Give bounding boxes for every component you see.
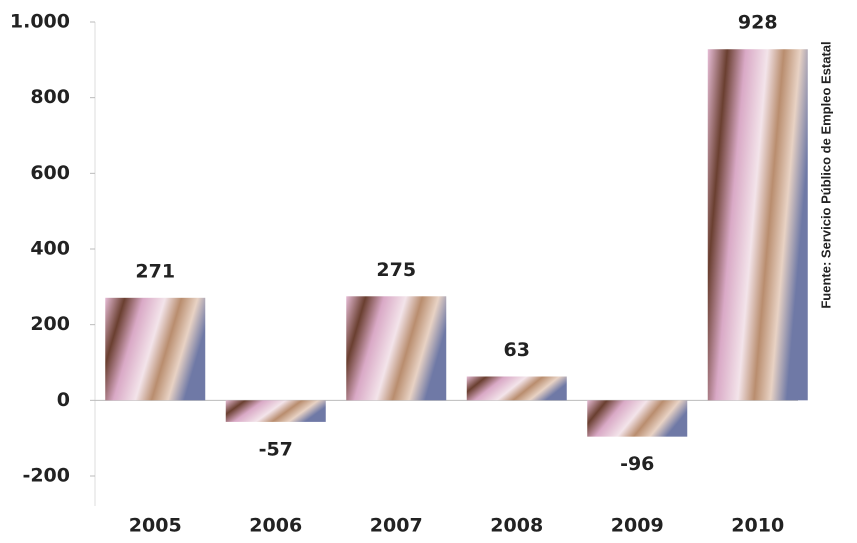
data-label: 928 bbox=[738, 12, 778, 34]
y-tick-label: 0 bbox=[57, 389, 70, 411]
x-tick-label: 2008 bbox=[490, 515, 543, 537]
x-tick-label: 2005 bbox=[129, 515, 182, 537]
data-label: -96 bbox=[620, 453, 654, 475]
x-tick-label: 2010 bbox=[731, 515, 784, 537]
x-tick-label: 2007 bbox=[370, 515, 423, 537]
bar bbox=[346, 296, 447, 401]
data-label: 275 bbox=[376, 259, 416, 281]
data-label: 63 bbox=[504, 339, 530, 361]
bar bbox=[466, 376, 567, 401]
x-tick-label: 2009 bbox=[611, 515, 664, 537]
x-tick-label: 2006 bbox=[249, 515, 302, 537]
source-note: Fuente: Servicio Público de Empleo Estat… bbox=[818, 41, 833, 308]
y-tick-label: 800 bbox=[30, 86, 70, 108]
bar bbox=[105, 297, 206, 401]
bar bbox=[587, 400, 688, 437]
data-label: 271 bbox=[135, 260, 175, 282]
y-tick-label: -200 bbox=[22, 465, 70, 487]
y-tick-label: 200 bbox=[30, 313, 70, 335]
bar bbox=[707, 49, 808, 401]
y-tick-label: 1.000 bbox=[10, 11, 70, 33]
y-tick-label: 400 bbox=[30, 238, 70, 260]
y-tick-label: 600 bbox=[30, 162, 70, 184]
bar bbox=[225, 400, 326, 422]
data-label: -57 bbox=[259, 438, 293, 460]
